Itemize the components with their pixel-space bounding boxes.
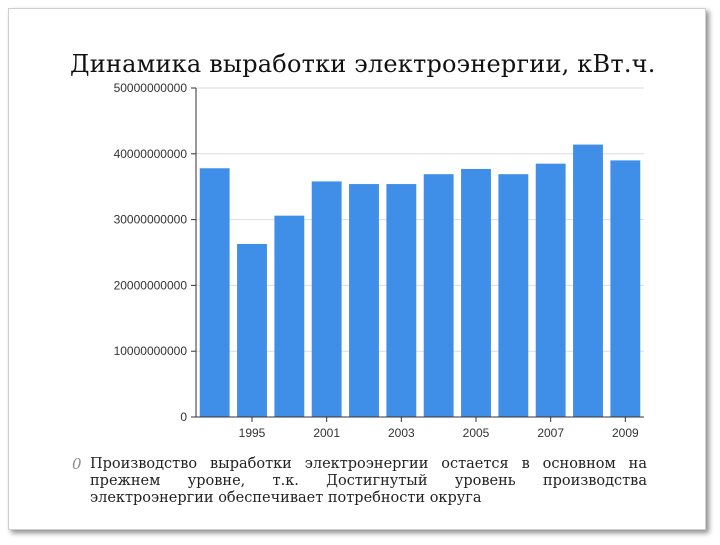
y-tick-label: 40000000000 xyxy=(114,147,188,161)
slide-title: Динамика выработки электроэнергии, кВт.ч… xyxy=(70,50,656,78)
bar-1995 xyxy=(237,243,267,417)
x-tick-label: 2001 xyxy=(313,426,340,440)
x-tick-label: 2005 xyxy=(463,426,490,440)
bar-2001 xyxy=(311,181,342,417)
y-tick-label: 10000000000 xyxy=(114,344,188,358)
bar-2004 xyxy=(423,174,454,417)
bar-1996 xyxy=(274,215,305,417)
bar-2008 xyxy=(573,144,603,417)
y-tick-label: 20000000000 xyxy=(114,278,188,292)
bar-2006 xyxy=(498,174,529,417)
x-tick-label: 2007 xyxy=(537,426,564,440)
bullet-marker: 0 xyxy=(72,455,82,473)
x-tick-label: 2009 xyxy=(612,426,639,440)
bar-2002 xyxy=(349,184,379,417)
x-tick-label: 2003 xyxy=(388,426,415,440)
bar-1994 xyxy=(199,168,230,417)
y-tick-label: 50000000000 xyxy=(114,81,188,95)
bullet-text: Производство выработки электроэнергии ос… xyxy=(90,456,647,506)
x-tick-label: 1995 xyxy=(239,426,266,440)
bullet-item: 0 Производство выработки электроэнергии … xyxy=(72,456,647,507)
bar-2007 xyxy=(535,163,566,417)
y-tick-label: 0 xyxy=(180,410,187,424)
bar-2005 xyxy=(461,168,491,417)
bar-2003 xyxy=(386,184,417,417)
bar-2009 xyxy=(610,160,641,417)
y-tick-label: 30000000000 xyxy=(114,213,188,227)
